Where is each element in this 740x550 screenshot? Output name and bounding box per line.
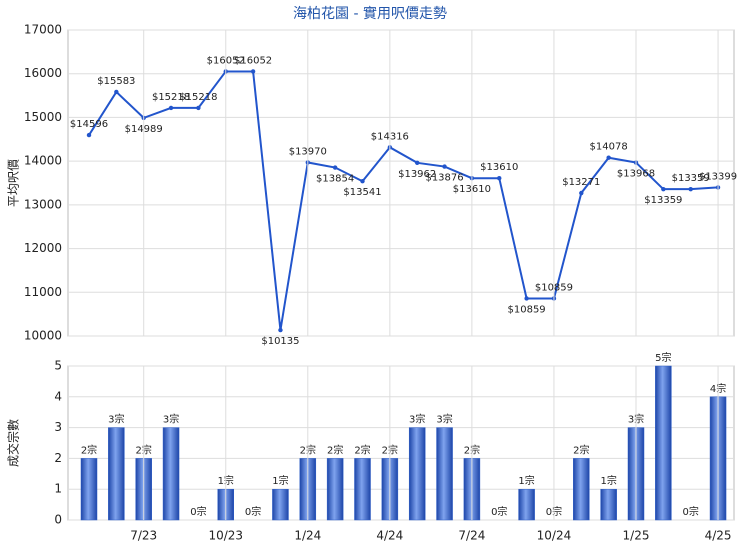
bar xyxy=(80,458,98,521)
point xyxy=(196,105,201,111)
bar xyxy=(518,488,535,521)
y-axis-label: 成交宗數 xyxy=(6,419,21,467)
point xyxy=(661,186,666,192)
data-label: 2宗 xyxy=(573,443,589,456)
bar xyxy=(272,488,289,521)
data-label: $13854 xyxy=(316,174,354,185)
x-tick-label: 4/24 xyxy=(376,529,403,543)
y-tick-label: 17000 xyxy=(24,23,62,37)
data-label: $14078 xyxy=(590,142,628,153)
bar xyxy=(326,458,344,521)
y-tick-label: 2 xyxy=(54,451,62,465)
data-label: $15218 xyxy=(179,92,217,103)
point xyxy=(524,296,529,301)
data-label: 2宗 xyxy=(354,443,370,456)
bar xyxy=(573,458,590,521)
x-tick-label: 1/24 xyxy=(294,529,321,543)
data-label: 1宗 xyxy=(518,474,534,487)
data-label: 5宗 xyxy=(655,351,671,364)
data-label: $10135 xyxy=(261,336,299,347)
data-label: $13962 xyxy=(398,169,436,180)
data-label: 2宗 xyxy=(327,443,343,456)
data-label: $13610 xyxy=(480,162,518,173)
data-label: 0宗 xyxy=(683,505,699,518)
point xyxy=(360,179,365,184)
point xyxy=(114,89,119,95)
data-label: $13271 xyxy=(562,177,600,188)
data-label: 1宗 xyxy=(272,474,288,487)
data-label: $13359 xyxy=(644,195,682,206)
y-tick-label: 0 xyxy=(54,513,62,527)
point xyxy=(332,165,338,170)
bar xyxy=(354,458,371,521)
point xyxy=(606,155,611,160)
y-tick-label: 14000 xyxy=(24,154,62,168)
data-label: 3宗 xyxy=(436,413,452,426)
data-label: $15583 xyxy=(97,76,135,87)
point xyxy=(278,327,283,333)
data-label: 0宗 xyxy=(190,505,206,518)
x-tick-label: 10/23 xyxy=(208,529,243,543)
bar xyxy=(436,427,453,521)
point xyxy=(579,190,584,196)
y-tick-label: 11000 xyxy=(24,285,62,299)
x-tick-label: 1/25 xyxy=(623,529,650,543)
point xyxy=(688,186,693,192)
data-label: $15218 xyxy=(152,92,190,103)
plot-frame xyxy=(67,29,735,337)
bar xyxy=(408,427,426,521)
data-label: 3宗 xyxy=(163,413,179,426)
x-tick-label: 10/24 xyxy=(537,529,572,543)
data-label: 3宗 xyxy=(409,413,425,426)
data-label: $14596 xyxy=(70,119,108,130)
y-tick-label: 4 xyxy=(54,389,62,403)
data-label: $10859 xyxy=(508,304,546,315)
point xyxy=(442,164,447,169)
y-tick-label: 12000 xyxy=(24,241,62,255)
bar xyxy=(108,427,125,521)
data-label: 0宗 xyxy=(491,505,507,518)
data-label: $16052 xyxy=(234,55,272,66)
y-tick-label: 1 xyxy=(54,482,62,496)
point xyxy=(415,160,420,166)
bar xyxy=(162,427,180,521)
x-tick-label: 7/24 xyxy=(458,529,485,543)
line xyxy=(88,70,719,331)
data-label: $13876 xyxy=(425,173,463,184)
point xyxy=(168,105,174,111)
y-tick-label: 5 xyxy=(54,359,62,373)
data-label: 0宗 xyxy=(245,505,261,518)
x-tick-label: 7/23 xyxy=(130,529,157,543)
y-tick-label: 15000 xyxy=(24,110,62,124)
y-tick-label: 16000 xyxy=(24,66,62,80)
point xyxy=(497,175,502,181)
bar xyxy=(600,488,617,521)
data-label: 3宗 xyxy=(108,413,124,426)
y-tick-label: 13000 xyxy=(24,197,62,211)
y-tick-label: 3 xyxy=(54,420,62,434)
data-label: 2宗 xyxy=(81,443,97,456)
chart-title: 海柏花園 - 實用呎價走勢 xyxy=(293,5,447,22)
data-label: 1宗 xyxy=(600,474,616,487)
point xyxy=(86,132,92,138)
bar xyxy=(655,365,672,521)
x-tick-label: 4/25 xyxy=(705,529,732,543)
y-tick-label: 10000 xyxy=(24,329,62,343)
data-label: $13541 xyxy=(343,187,381,198)
point xyxy=(250,69,256,74)
y-axis-label: 平均呎價 xyxy=(7,159,21,207)
data-label: $13359 xyxy=(672,173,710,184)
